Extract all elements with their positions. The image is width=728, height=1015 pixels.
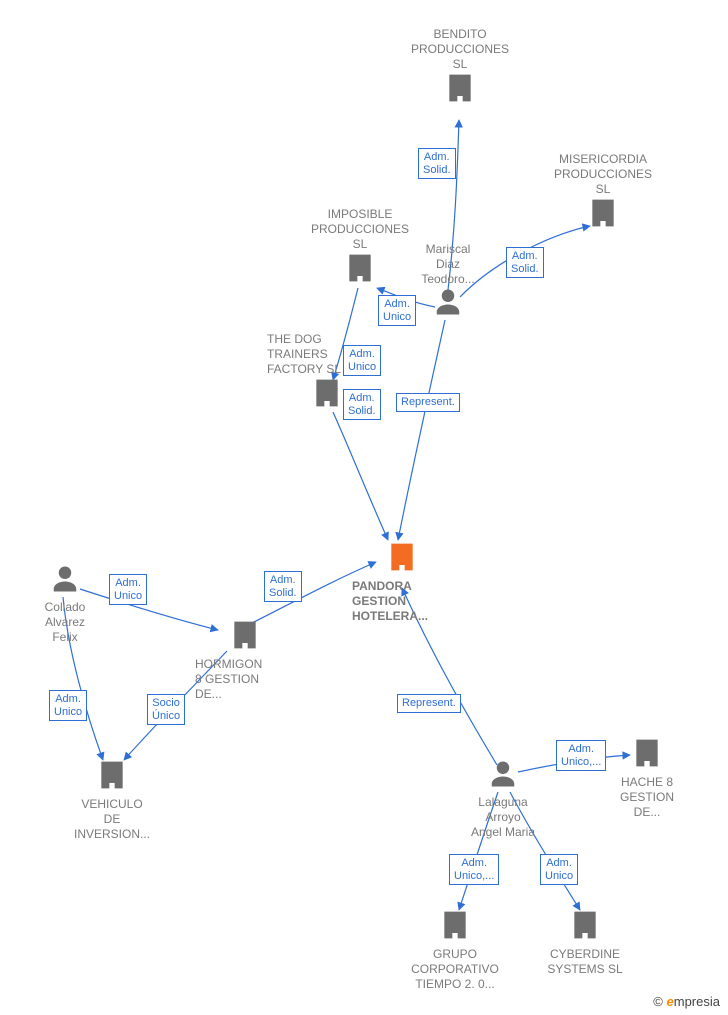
node-grupo[interactable]: GRUPOCORPORATIVOTIEMPO 2. 0... xyxy=(395,909,515,992)
building-icon xyxy=(569,909,601,941)
node-label: CYBERDINESYSTEMS SL xyxy=(525,947,645,977)
node-lalaguna[interactable]: LalagunaArroyoAngel Maria xyxy=(443,759,563,840)
attribution-brand: mpresia xyxy=(674,994,720,1009)
node-vehiculo[interactable]: VEHICULODEINVERSION... xyxy=(52,759,172,842)
edge-label-collado-hormigon: Adm. Unico xyxy=(109,574,147,605)
person-icon xyxy=(50,564,80,594)
node-label: PANDORAGESTIONHOTELERA... xyxy=(352,579,472,624)
node-misericordia[interactable]: MISERICORDIAPRODUCCIONESSL xyxy=(543,150,663,233)
edge-label-mariscal-misericordia: Adm. Solid. xyxy=(506,247,544,278)
node-pandora[interactable]: PANDORAGESTIONHOTELERA... xyxy=(352,541,472,624)
node-label: ColladoAlvarezFelix xyxy=(5,600,125,645)
node-label: HACHE 8GESTIONDE... xyxy=(587,775,707,820)
edge-label-lalaguna-grupo: Adm. Unico,... xyxy=(449,854,499,885)
building-icon xyxy=(229,619,261,651)
building-icon xyxy=(439,909,471,941)
edge-label-dog-pandora: Adm. Solid. xyxy=(343,389,381,420)
building-icon xyxy=(444,72,476,104)
edge-label-hormigon-vehiculo: Socio Único xyxy=(147,694,185,725)
node-label: HORMIGON8 GESTIONDE... xyxy=(195,657,315,702)
edge-label-lalaguna-pandora: Represent. xyxy=(397,694,461,713)
node-bendito[interactable]: BENDITOPRODUCCIONESSL xyxy=(400,25,520,108)
edge-label-mariscal-imposible: Adm. Unico xyxy=(378,295,416,326)
attribution-brand-initial: e xyxy=(667,994,674,1009)
building-icon xyxy=(587,197,619,229)
attribution: © empresia xyxy=(653,994,720,1009)
node-collado[interactable]: ColladoAlvarezFelix xyxy=(5,564,125,645)
building-icon xyxy=(311,377,343,409)
building-icon xyxy=(96,759,128,791)
building-icon xyxy=(344,252,376,284)
edge-label-collado-vehiculo: Adm. Unico xyxy=(49,690,87,721)
node-hormigon[interactable]: HORMIGON8 GESTIONDE... xyxy=(195,619,315,702)
edge-label-mariscal-pandora: Represent. xyxy=(396,393,460,412)
node-label: VEHICULODEINVERSION... xyxy=(52,797,172,842)
node-label: BENDITOPRODUCCIONESSL xyxy=(400,27,520,72)
edge-label-lalaguna-cyberdine: Adm. Unico xyxy=(540,854,578,885)
edge-label-imposible-dog: Adm. Unico xyxy=(343,345,381,376)
copyright-symbol: © xyxy=(653,994,663,1009)
edge-dog-pandora xyxy=(333,412,388,540)
node-label: MariscalDiazTeodoro... xyxy=(388,242,508,287)
person-icon xyxy=(488,759,518,789)
edge-label-mariscal-bendito: Adm. Solid. xyxy=(418,148,456,179)
building-icon xyxy=(386,541,418,573)
edge-mariscal-pandora xyxy=(398,320,445,540)
node-label: GRUPOCORPORATIVOTIEMPO 2. 0... xyxy=(395,947,515,992)
edge-label-hormigon-pandora: Adm. Solid. xyxy=(264,571,302,602)
person-icon xyxy=(433,287,463,317)
node-label: LalagunaArroyoAngel Maria xyxy=(443,795,563,840)
building-icon xyxy=(631,737,663,769)
edge-label-lalaguna-hache: Adm. Unico,... xyxy=(556,740,606,771)
node-cyberdine[interactable]: CYBERDINESYSTEMS SL xyxy=(525,909,645,977)
node-label: MISERICORDIAPRODUCCIONESSL xyxy=(543,152,663,197)
